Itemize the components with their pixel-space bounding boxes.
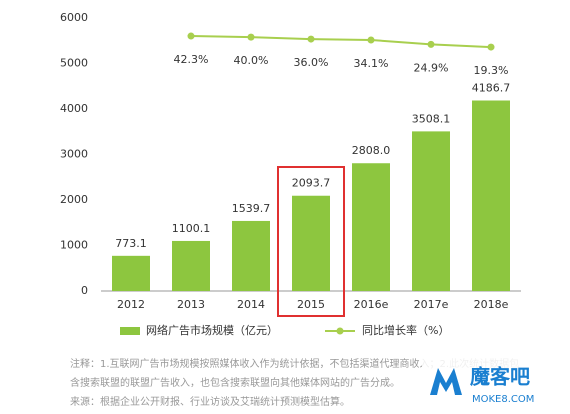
line <box>190 35 492 49</box>
x-tick-label: 2015 <box>297 298 325 311</box>
y-tick-label: 1000 <box>60 239 88 252</box>
bar <box>292 195 330 291</box>
line-marker <box>367 36 375 44</box>
x-tick-label: 2016e <box>354 298 389 311</box>
line-label: 34.1% <box>354 57 389 70</box>
y-tick-label: 6000 <box>60 11 88 24</box>
note: 来源：根据企业公开财报、行业访谈及艾瑞统计预测模型估算。 <box>70 395 350 408</box>
bar <box>352 163 390 291</box>
line-label: 19.3% <box>474 64 509 77</box>
legend-swatch <box>336 327 344 335</box>
legend-swatch <box>120 327 140 335</box>
line-marker <box>307 35 315 43</box>
line-label: 42.3% <box>174 53 209 66</box>
bar <box>112 255 150 291</box>
line-marker <box>427 40 435 48</box>
bar-label: 4186.7 <box>472 82 511 95</box>
bar-label: 773.1 <box>115 237 147 250</box>
line-marker <box>487 43 495 51</box>
x-tick-label: 2014 <box>237 298 265 311</box>
line-marker <box>247 33 255 41</box>
legend-label: 网络广告市场规模（亿元） <box>146 323 278 337</box>
x-tick-label: 2018e <box>474 298 509 311</box>
bar-label: 2808.0 <box>352 144 391 157</box>
note: 含搜索联盟的联盟广告收入，也包含搜索联盟向其他媒体网站的广告分成。 <box>70 376 400 389</box>
x-tick-label: 2012 <box>117 298 145 311</box>
bar-label: 3508.1 <box>412 112 451 125</box>
line-label: 36.0% <box>294 56 329 69</box>
x-tick-label: 2013 <box>177 298 205 311</box>
bar <box>172 240 210 291</box>
y-tick-label: 5000 <box>60 57 88 70</box>
y-tick-label: 0 <box>81 284 88 297</box>
watermark-url: MOKE8.COM <box>472 394 534 405</box>
bar-label: 1539.7 <box>232 202 271 215</box>
bar <box>232 220 270 291</box>
highlight-box <box>277 166 345 317</box>
legend-label: 同比增长率（%） <box>362 323 449 337</box>
y-tick-label: 2000 <box>60 193 88 206</box>
y-tick-label: 3000 <box>60 148 88 161</box>
watermark-text: 魔客吧 <box>470 365 530 389</box>
bar-label: 1100.1 <box>172 222 211 235</box>
line-label: 24.9% <box>414 61 449 74</box>
line-label: 40.0% <box>234 54 269 67</box>
bar <box>472 100 510 291</box>
y-tick-label: 4000 <box>60 102 88 115</box>
line-marker <box>187 32 195 40</box>
bar-label: 2093.7 <box>292 177 331 190</box>
bar <box>412 131 450 291</box>
watermark-logo <box>430 368 462 395</box>
note: 注释：1.互联网广告市场规模按照媒体收入作为统计依据，不包括渠道代理商收入；2.… <box>70 357 519 370</box>
x-tick-label: 2017e <box>414 298 449 311</box>
